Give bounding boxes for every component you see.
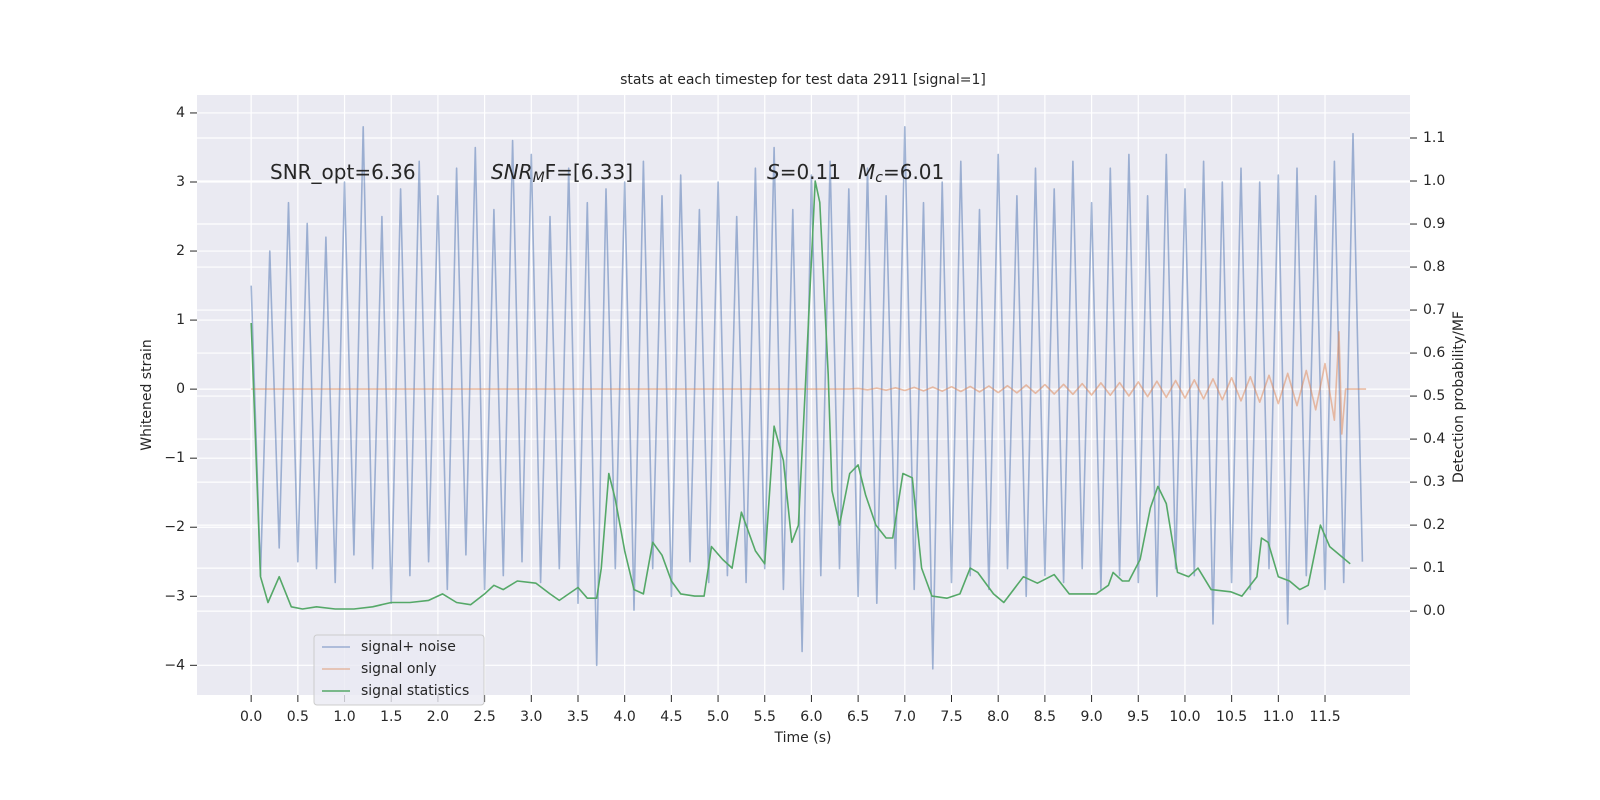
x-tick-label: 6.5 xyxy=(847,709,869,725)
y-tick-label: 4 xyxy=(176,105,185,121)
y-axis-label: Whitened strain xyxy=(139,339,155,450)
x-tick-label: 7.0 xyxy=(894,709,916,725)
legend: signal+ noise signal only signal statistic… xyxy=(313,634,485,706)
y2-tick-label: 1.0 xyxy=(1423,173,1445,189)
x-tick-label: 10.0 xyxy=(1169,709,1200,725)
x-tick-label: 4.5 xyxy=(660,709,682,725)
legend-label: signal only xyxy=(361,661,436,677)
x-tick-label: 7.5 xyxy=(940,709,962,725)
x-tick-label: 11.5 xyxy=(1309,709,1340,725)
x-tick-label: 11.0 xyxy=(1263,709,1294,725)
x-tick-label: 8.5 xyxy=(1034,709,1056,725)
x-tick-label: 8.0 xyxy=(987,709,1009,725)
y2-tick-label: 0.7 xyxy=(1423,302,1445,318)
x-tick-label: 9.0 xyxy=(1080,709,1102,725)
legend-label: signal+ noise xyxy=(361,639,456,655)
x-tick-label: 2.5 xyxy=(473,709,495,725)
series-line xyxy=(250,180,1351,610)
y2-tick-label: 0.5 xyxy=(1423,388,1445,404)
x-tick-label: 3.0 xyxy=(520,709,542,725)
annotation-sub: c xyxy=(875,170,883,186)
x-axis-label: Time (s) xyxy=(774,730,832,746)
y2-tick-label: 1.1 xyxy=(1423,130,1445,146)
annotation-main: SNR_opt=6.36 xyxy=(270,160,416,184)
x-tick-label: 9.5 xyxy=(1127,709,1149,725)
legend-box xyxy=(313,634,485,706)
y2-tick-label: 0.4 xyxy=(1423,431,1445,447)
annotation-sub: M xyxy=(533,170,545,186)
y-tick-label: −3 xyxy=(164,588,185,604)
annotation-tail: =6.01 xyxy=(883,160,944,184)
y-tick-label: 3 xyxy=(176,174,185,190)
y-tick-label: −2 xyxy=(164,519,185,535)
x-tick-label: 6.0 xyxy=(800,709,822,725)
x-tick-label: 3.5 xyxy=(567,709,589,725)
legend-label: signal statistics xyxy=(361,683,469,699)
y-tick-label: 1 xyxy=(176,312,185,328)
x-tick-label: 2.0 xyxy=(427,709,449,725)
y-tick-label: −1 xyxy=(164,450,185,466)
y-tick-label: 2 xyxy=(176,243,185,259)
annotation: SNRMF=[6.33] xyxy=(491,160,633,187)
y2-tick-label: 0.9 xyxy=(1423,216,1445,232)
annotation: Mc=6.01 xyxy=(858,160,944,187)
y2-tick-label: 0.3 xyxy=(1423,474,1445,490)
chart-title: stats at each timestep for test data 291… xyxy=(620,72,986,88)
x-tick-label: 5.5 xyxy=(754,709,776,725)
y-tick-label: 0 xyxy=(176,381,185,397)
y2-tick-label: 0.1 xyxy=(1423,560,1445,576)
y2-tick-label: 0.2 xyxy=(1423,517,1445,533)
x-tick-label: 1.0 xyxy=(333,709,355,725)
series-line xyxy=(251,331,1367,435)
y2-tick-label: 0.0 xyxy=(1423,603,1445,619)
x-tick-label: 10.5 xyxy=(1216,709,1247,725)
y2-axis-label: Detection probability/MF xyxy=(1451,311,1467,483)
series-line xyxy=(250,126,1364,670)
y-tick-label: −4 xyxy=(164,657,185,673)
x-tick-label: 4.0 xyxy=(614,709,636,725)
x-tick-label: 1.5 xyxy=(380,709,402,725)
y2-tick-label: 0.6 xyxy=(1423,345,1445,361)
annotation-main: M xyxy=(858,160,875,184)
annotation-tail: =0.11 xyxy=(780,160,841,184)
annotation: SNR_opt=6.36 xyxy=(270,160,416,184)
y2-tick-label: 0.8 xyxy=(1423,259,1445,275)
annotation-main: SNR xyxy=(491,160,533,184)
annotation-tail: F=[6.33] xyxy=(545,160,633,184)
annotation-main: S xyxy=(767,160,780,184)
x-tick-label: 5.0 xyxy=(707,709,729,725)
annotation: S=0.11 xyxy=(767,160,841,184)
x-tick-label: 0.5 xyxy=(287,709,309,725)
x-tick-label: 0.0 xyxy=(240,709,262,725)
